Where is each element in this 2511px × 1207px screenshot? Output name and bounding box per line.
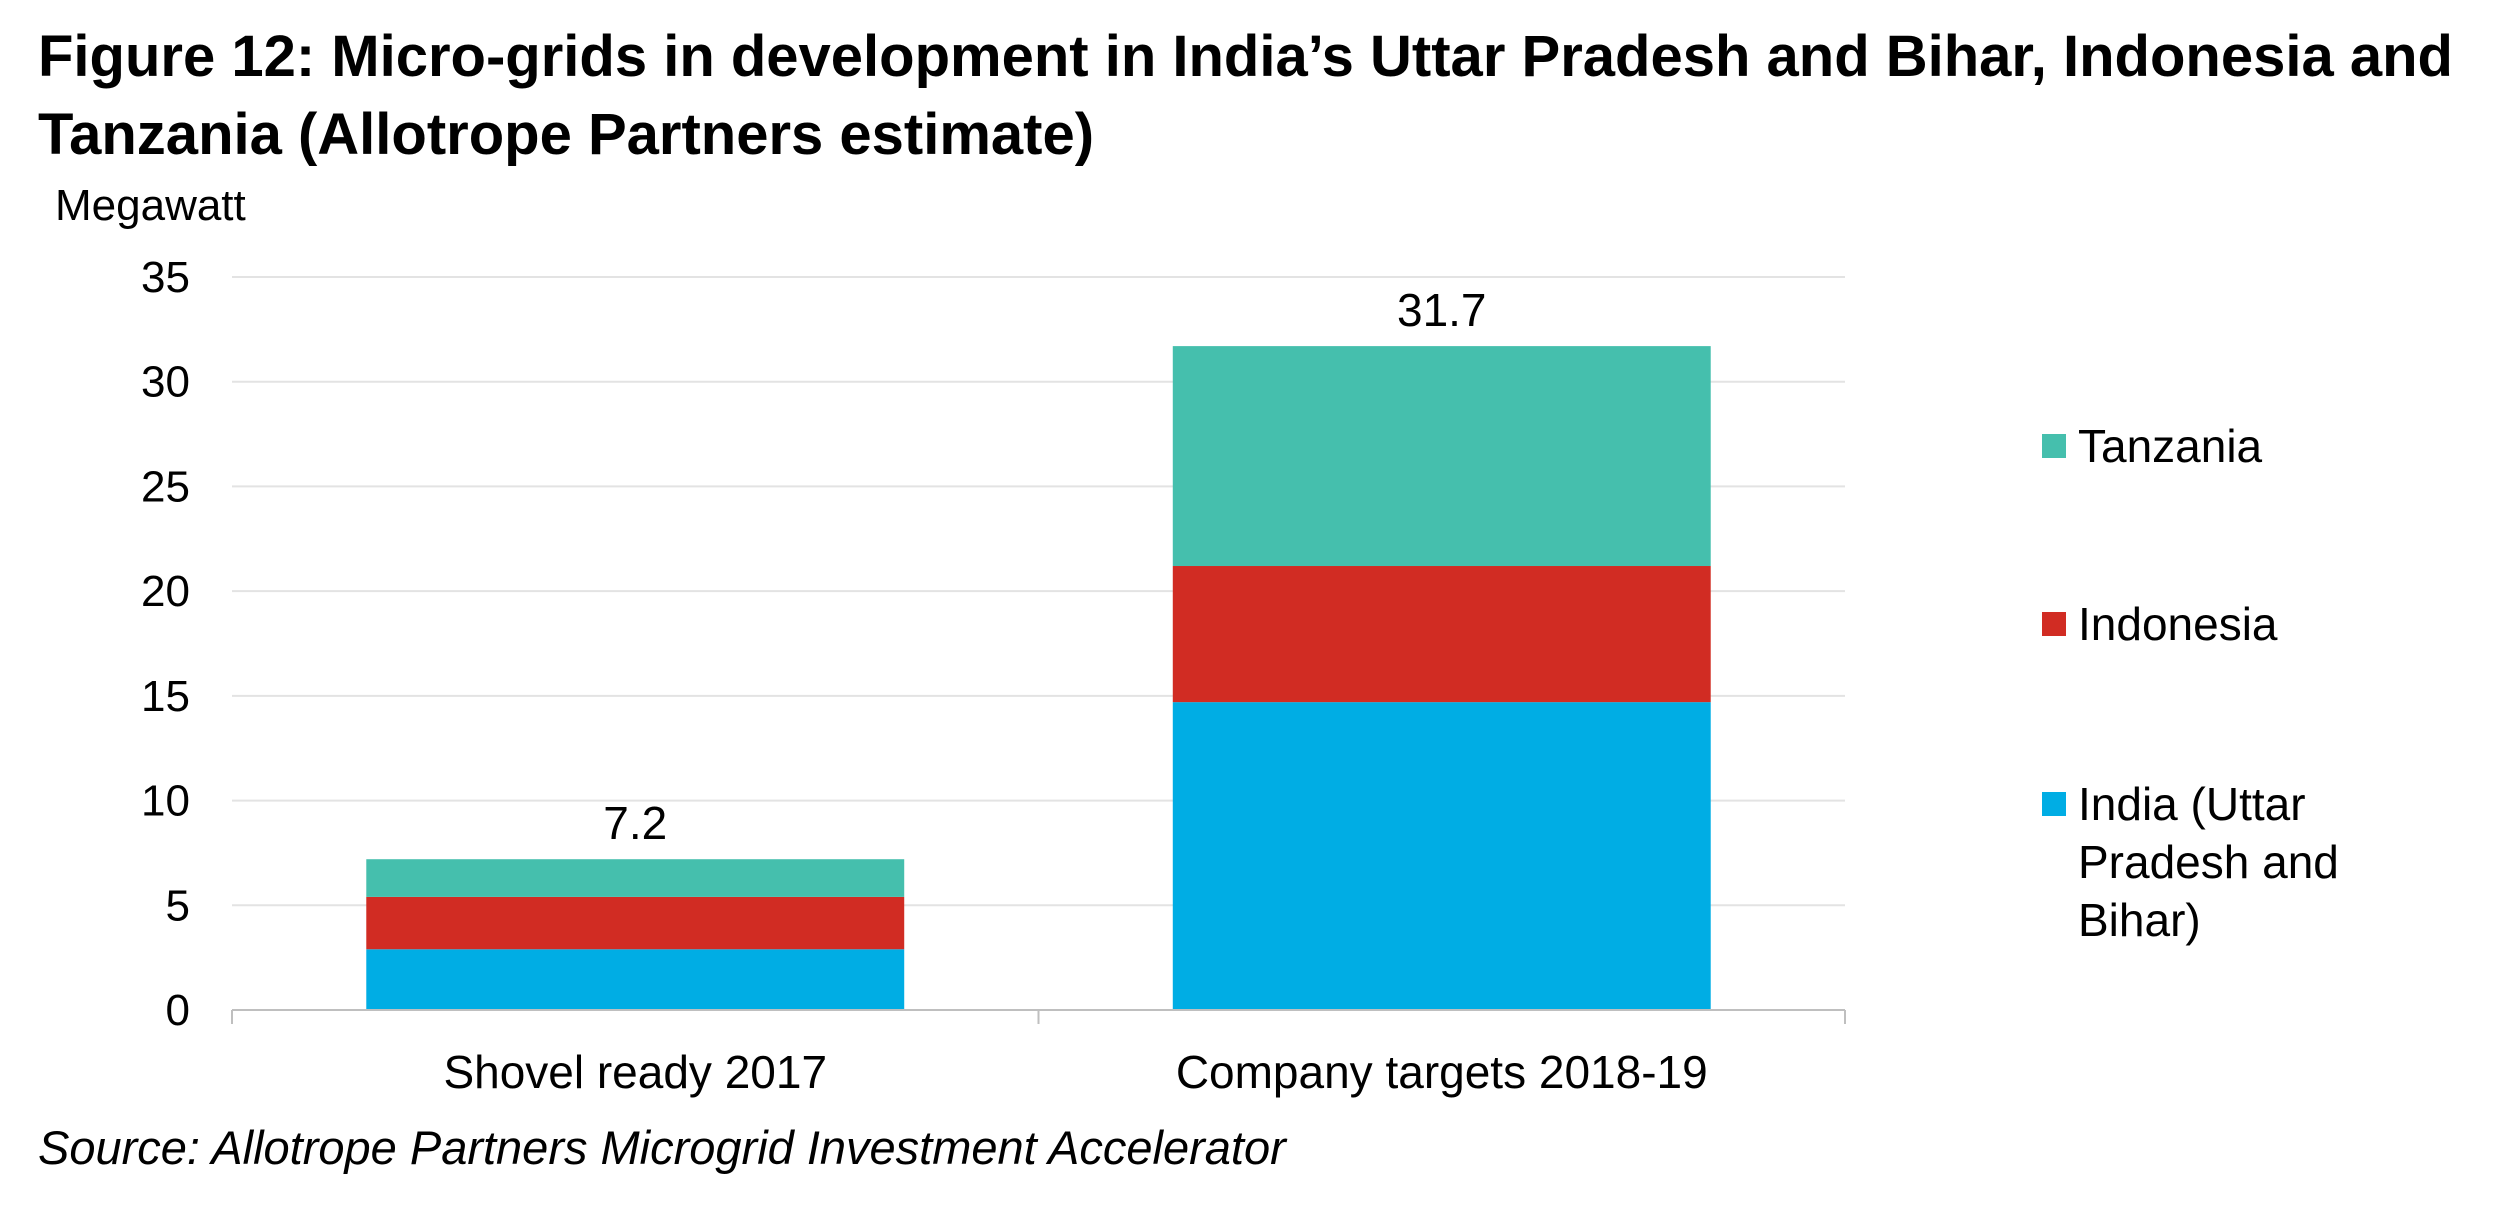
legend-swatch: [2042, 792, 2066, 816]
source-note: Source: Allotrope Partners Microgrid Inv…: [38, 1121, 1286, 1174]
y-tick-label: 5: [166, 881, 190, 930]
bars: [366, 346, 1711, 1010]
total-data-label: 7.2: [603, 797, 667, 849]
legend-swatch: [2042, 612, 2066, 636]
labels: 0 5 10 15 20 25 30 35 7.2 Shovel ready 2017 31.7 Co…: [141, 253, 1708, 1098]
category-label: Company targets 2018-19: [1176, 1046, 1708, 1098]
bar-segment-indonesia-1: [1172, 566, 1711, 703]
category-label: Shovel ready 2017: [443, 1046, 827, 1098]
figure-title: Figure 12: Micro-grids in development in…: [38, 24, 2453, 167]
legend-label: Tanzania: [2078, 420, 2263, 472]
y-tick-label: 15: [141, 672, 190, 721]
y-axis-label: Megawatt: [55, 181, 246, 230]
bar-segment-india-0: [366, 949, 905, 1010]
y-tick-label: 30: [141, 358, 190, 407]
y-tick-label: 35: [141, 253, 190, 302]
legend-label: Pradesh and: [2078, 836, 2339, 888]
legend-label: India (Uttar: [2078, 778, 2306, 830]
total-data-label: 31.7: [1397, 284, 1487, 336]
legend-swatch: [2042, 434, 2066, 458]
legend-label: Indonesia: [2078, 598, 2278, 650]
bar-segment-indonesia-0: [366, 896, 905, 950]
y-tick-label: 10: [141, 777, 190, 826]
axes: [231, 1009, 1846, 1024]
bar-segment-tanzania-0: [366, 859, 905, 897]
bar-segment-india-1: [1172, 702, 1711, 1010]
legend-label: Bihar): [2078, 894, 2201, 946]
y-tick-label: 20: [141, 567, 190, 616]
bar-segment-tanzania-1: [1172, 346, 1711, 567]
legend: Tanzania Indonesia India (Uttar Pradesh and…: [2042, 420, 2339, 946]
y-tick-label: 0: [166, 986, 190, 1035]
y-tick-label: 25: [141, 462, 190, 511]
